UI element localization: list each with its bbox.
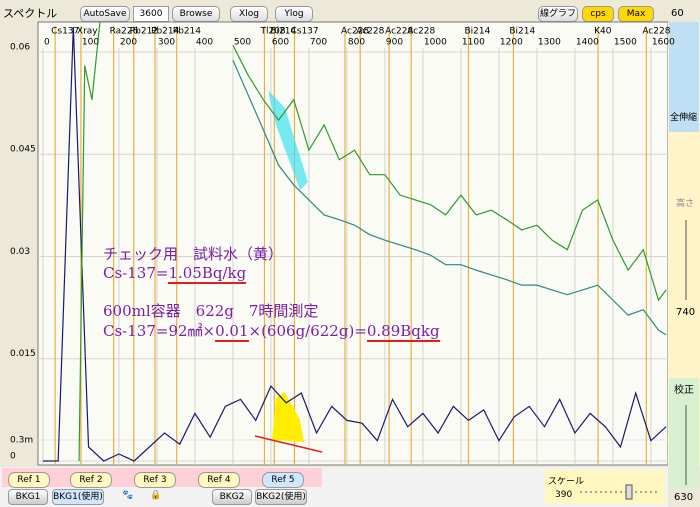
bkg2-button[interactable]: BKG2 — [212, 489, 252, 505]
x-tick-label: 0 — [44, 38, 50, 48]
calibrate-box — [669, 378, 699, 488]
scale-value: 390 — [555, 490, 573, 500]
nuclide-label: K40 — [594, 27, 612, 37]
x-tick-label: 300 — [158, 38, 175, 48]
ref-toggle[interactable]: Ref 1 — [8, 472, 50, 488]
bkg1-use-button[interactable]: BKG1(使用) — [52, 489, 104, 505]
highlight-yellow — [272, 392, 304, 442]
zoom-label: 全伸縮 — [670, 113, 698, 123]
y-tick-label: 0.045 — [10, 145, 36, 155]
ref-toggle[interactable]: Ref 3 — [134, 472, 176, 488]
x-tick-label: 700 — [310, 38, 327, 48]
y-tick-label: 0.015 — [10, 349, 36, 359]
nuclide-label: Ac228 — [642, 27, 670, 37]
nuclide-label: Xray — [77, 27, 98, 37]
x-tick-label: 800 — [348, 38, 365, 48]
plot-area — [37, 21, 669, 466]
spectrum-line — [232, 59, 667, 336]
calibrate-label: 校正 — [674, 385, 694, 396]
lock-icon[interactable]: 🔒 — [150, 490, 161, 501]
nuclide-label: Ac228 — [356, 27, 384, 37]
annotation-line: 600ml容器 622g 7時間測定 — [103, 302, 319, 320]
highlight-cyan — [268, 90, 308, 190]
nuclide-label: Ra226 — [110, 27, 139, 37]
nuclide-label: Bi214 — [465, 27, 491, 37]
nuclide-label: Pb212 — [130, 27, 158, 37]
x-tick-label: 600 — [272, 38, 289, 48]
bkg1-button[interactable]: BKG1 — [8, 489, 48, 505]
nuclide-label: Pb214 — [173, 27, 202, 37]
annotation-line: Cs-137=92㎟×0.01×(606g/622g)=0.89Bqkg — [103, 320, 440, 342]
y-tick-label: 0.03 — [10, 247, 30, 257]
x-tick-label: 1400 — [576, 38, 599, 48]
zoom-box — [669, 22, 699, 132]
x-tick-label: 400 — [196, 38, 213, 48]
calibrate-value: 630 — [674, 492, 694, 503]
x-tick-label: 1300 — [538, 38, 561, 48]
scale-label: スケール — [548, 477, 585, 487]
nuclide-label: Pb214 — [151, 27, 180, 37]
annotation-text: 0.89Bqkg — [366, 322, 440, 342]
x-tick-label: 100 — [82, 38, 99, 48]
ref-toggle[interactable]: Ref 2 — [70, 472, 112, 488]
annotation-text: Cs-137=92㎟× — [103, 322, 216, 340]
ref-toggle[interactable]: Ref 4 — [198, 472, 240, 488]
nuclide-label: Bi214 — [509, 27, 535, 37]
x-tick-label: 1200 — [500, 38, 523, 48]
nuclide-label: Ac228 — [341, 27, 369, 37]
x-tick-label: 1500 — [614, 38, 637, 48]
height-label: 高さ — [676, 199, 695, 209]
annotation-text: 0.01 — [215, 322, 249, 342]
nuclide-label: Ac228 — [385, 27, 413, 37]
x-tick-label: 1000 — [424, 38, 447, 48]
side-top: 60 — [671, 8, 684, 19]
annotation-line: Cs-137=1.05Bq/kg — [103, 264, 247, 284]
nuclide-label: Tl208 — [259, 27, 285, 37]
spectrum-line — [42, 26, 667, 462]
nuclide-label: Bi214 — [270, 27, 296, 37]
annotation-text: 1.05Bq/kg — [168, 264, 247, 284]
nuclide-label: Cs137 — [51, 27, 79, 37]
spectrum-line — [232, 44, 667, 302]
spectrum-line — [78, 22, 101, 462]
y-tick-label: 0.06 — [10, 42, 30, 52]
x-tick-label: 900 — [386, 38, 403, 48]
y-tick-label: 0 — [10, 452, 16, 462]
scale-panel — [545, 470, 665, 504]
annotation-text: Cs-137= — [103, 264, 169, 282]
height-value: 740 — [676, 307, 696, 318]
nuclide-label: Ac228 — [407, 27, 435, 37]
x-tick-label: 1100 — [462, 38, 485, 48]
annotation-text: ×(606g/622g)= — [248, 322, 367, 340]
x-tick-label: 500 — [234, 38, 251, 48]
window-title: スペクトル — [3, 7, 58, 20]
x-tick-label: 200 — [120, 38, 137, 48]
y2-tick-label: 0.3m — [10, 435, 33, 445]
paw-icon[interactable]: 🐾 — [122, 490, 133, 501]
ref-toggle[interactable]: Ref 5 — [262, 472, 304, 488]
nuclide-label: Cs137 — [290, 27, 318, 37]
x-tick-label: 1600 — [652, 38, 675, 48]
scale-thumb[interactable] — [625, 484, 633, 500]
baseline-marker — [254, 435, 323, 453]
bkg2-use-button[interactable]: BKG2(使用) — [255, 489, 307, 505]
annotation-line: チェック用 試料水（黄） — [103, 245, 284, 263]
